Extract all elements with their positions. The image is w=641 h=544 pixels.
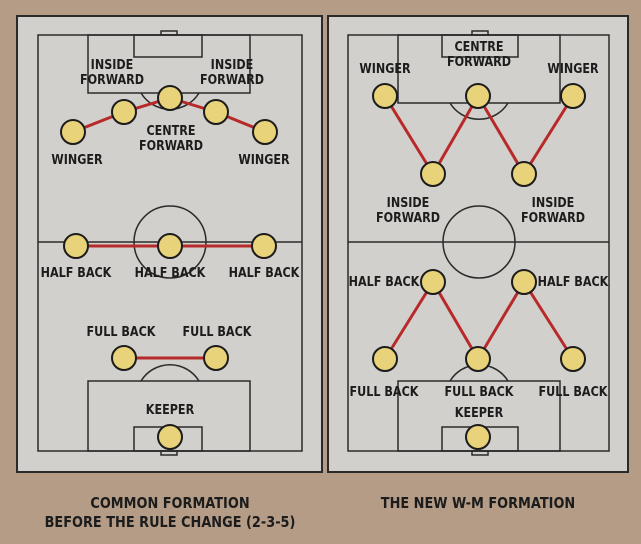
player-link [431, 280, 480, 361]
label-keeper: KEEPER [454, 406, 504, 421]
player-inside-forward-left [111, 99, 137, 125]
touchline-frame [347, 34, 610, 452]
player-full-back-right [203, 345, 229, 371]
touchline-frame [37, 34, 303, 452]
label-winger-right: WINGER [547, 62, 599, 77]
player-centre-forward [157, 85, 183, 111]
label-half-back-left: HALF BACK [348, 275, 420, 290]
penalty-arc-bottom [140, 364, 200, 382]
player-inside-forward-right [203, 99, 229, 125]
player-half-back-right [511, 269, 537, 295]
player-keeper [465, 424, 491, 450]
player-inside-forward-left [420, 161, 446, 187]
player-winger-left [372, 83, 398, 109]
label-inside-forward-left: INSIDE FORWARD [79, 58, 145, 88]
player-half-back-left [63, 233, 89, 259]
label-half-back-centre: HALF BACK [134, 266, 206, 281]
label-full-back-right: FULL BACK [182, 325, 252, 340]
label-centre-forward: CENTRE FORWARD [446, 40, 512, 70]
label-full-back-left: FULL BACK [349, 385, 419, 400]
player-winger-left [60, 119, 86, 145]
player-link [522, 94, 575, 176]
label-winger-right: WINGER [238, 153, 290, 168]
label-half-back-right: HALF BACK [537, 275, 609, 290]
player-winger-right [560, 83, 586, 109]
penalty-arc-top [449, 102, 509, 120]
player-half-back-centre [157, 233, 183, 259]
player-full-back-right [560, 346, 586, 372]
player-link [383, 280, 435, 361]
player-link [476, 94, 526, 176]
player-link [476, 280, 526, 361]
label-half-back-left: HALF BACK [40, 266, 112, 281]
player-half-back-left [420, 269, 446, 295]
label-inside-forward-left: INSIDE FORWARD [375, 196, 441, 226]
player-half-back-right [251, 233, 277, 259]
player-full-back-centre [465, 346, 491, 372]
centre-circle [133, 205, 207, 279]
player-full-back-left [372, 346, 398, 372]
label-full-back-centre: FULL BACK [444, 385, 514, 400]
label-winger-left: WINGER [51, 153, 103, 168]
centre-circle [442, 205, 516, 279]
player-link [522, 280, 575, 361]
label-keeper: KEEPER [145, 403, 195, 418]
label-centre-forward: CENTRE FORWARD [138, 124, 204, 154]
caption-right: THE NEW W-M FORMATION [380, 494, 576, 512]
label-full-back-right: FULL BACK [538, 385, 608, 400]
goal-area-top [133, 34, 203, 58]
label-half-back-right: HALF BACK [228, 266, 300, 281]
label-inside-forward-right: INSIDE FORWARD [520, 196, 586, 226]
player-link [383, 94, 435, 176]
label-inside-forward-right: INSIDE FORWARD [199, 58, 265, 88]
player-centre-forward [465, 83, 491, 109]
player-inside-forward-right [511, 161, 537, 187]
player-link [431, 94, 480, 176]
player-winger-right [252, 119, 278, 145]
caption-left: COMMON FORMATION BEFORE THE RULE CHANGE … [44, 494, 296, 531]
player-keeper [157, 424, 183, 450]
player-full-back-left [111, 345, 137, 371]
label-winger-left: WINGER [359, 62, 411, 77]
label-full-back-left: FULL BACK [86, 325, 156, 340]
